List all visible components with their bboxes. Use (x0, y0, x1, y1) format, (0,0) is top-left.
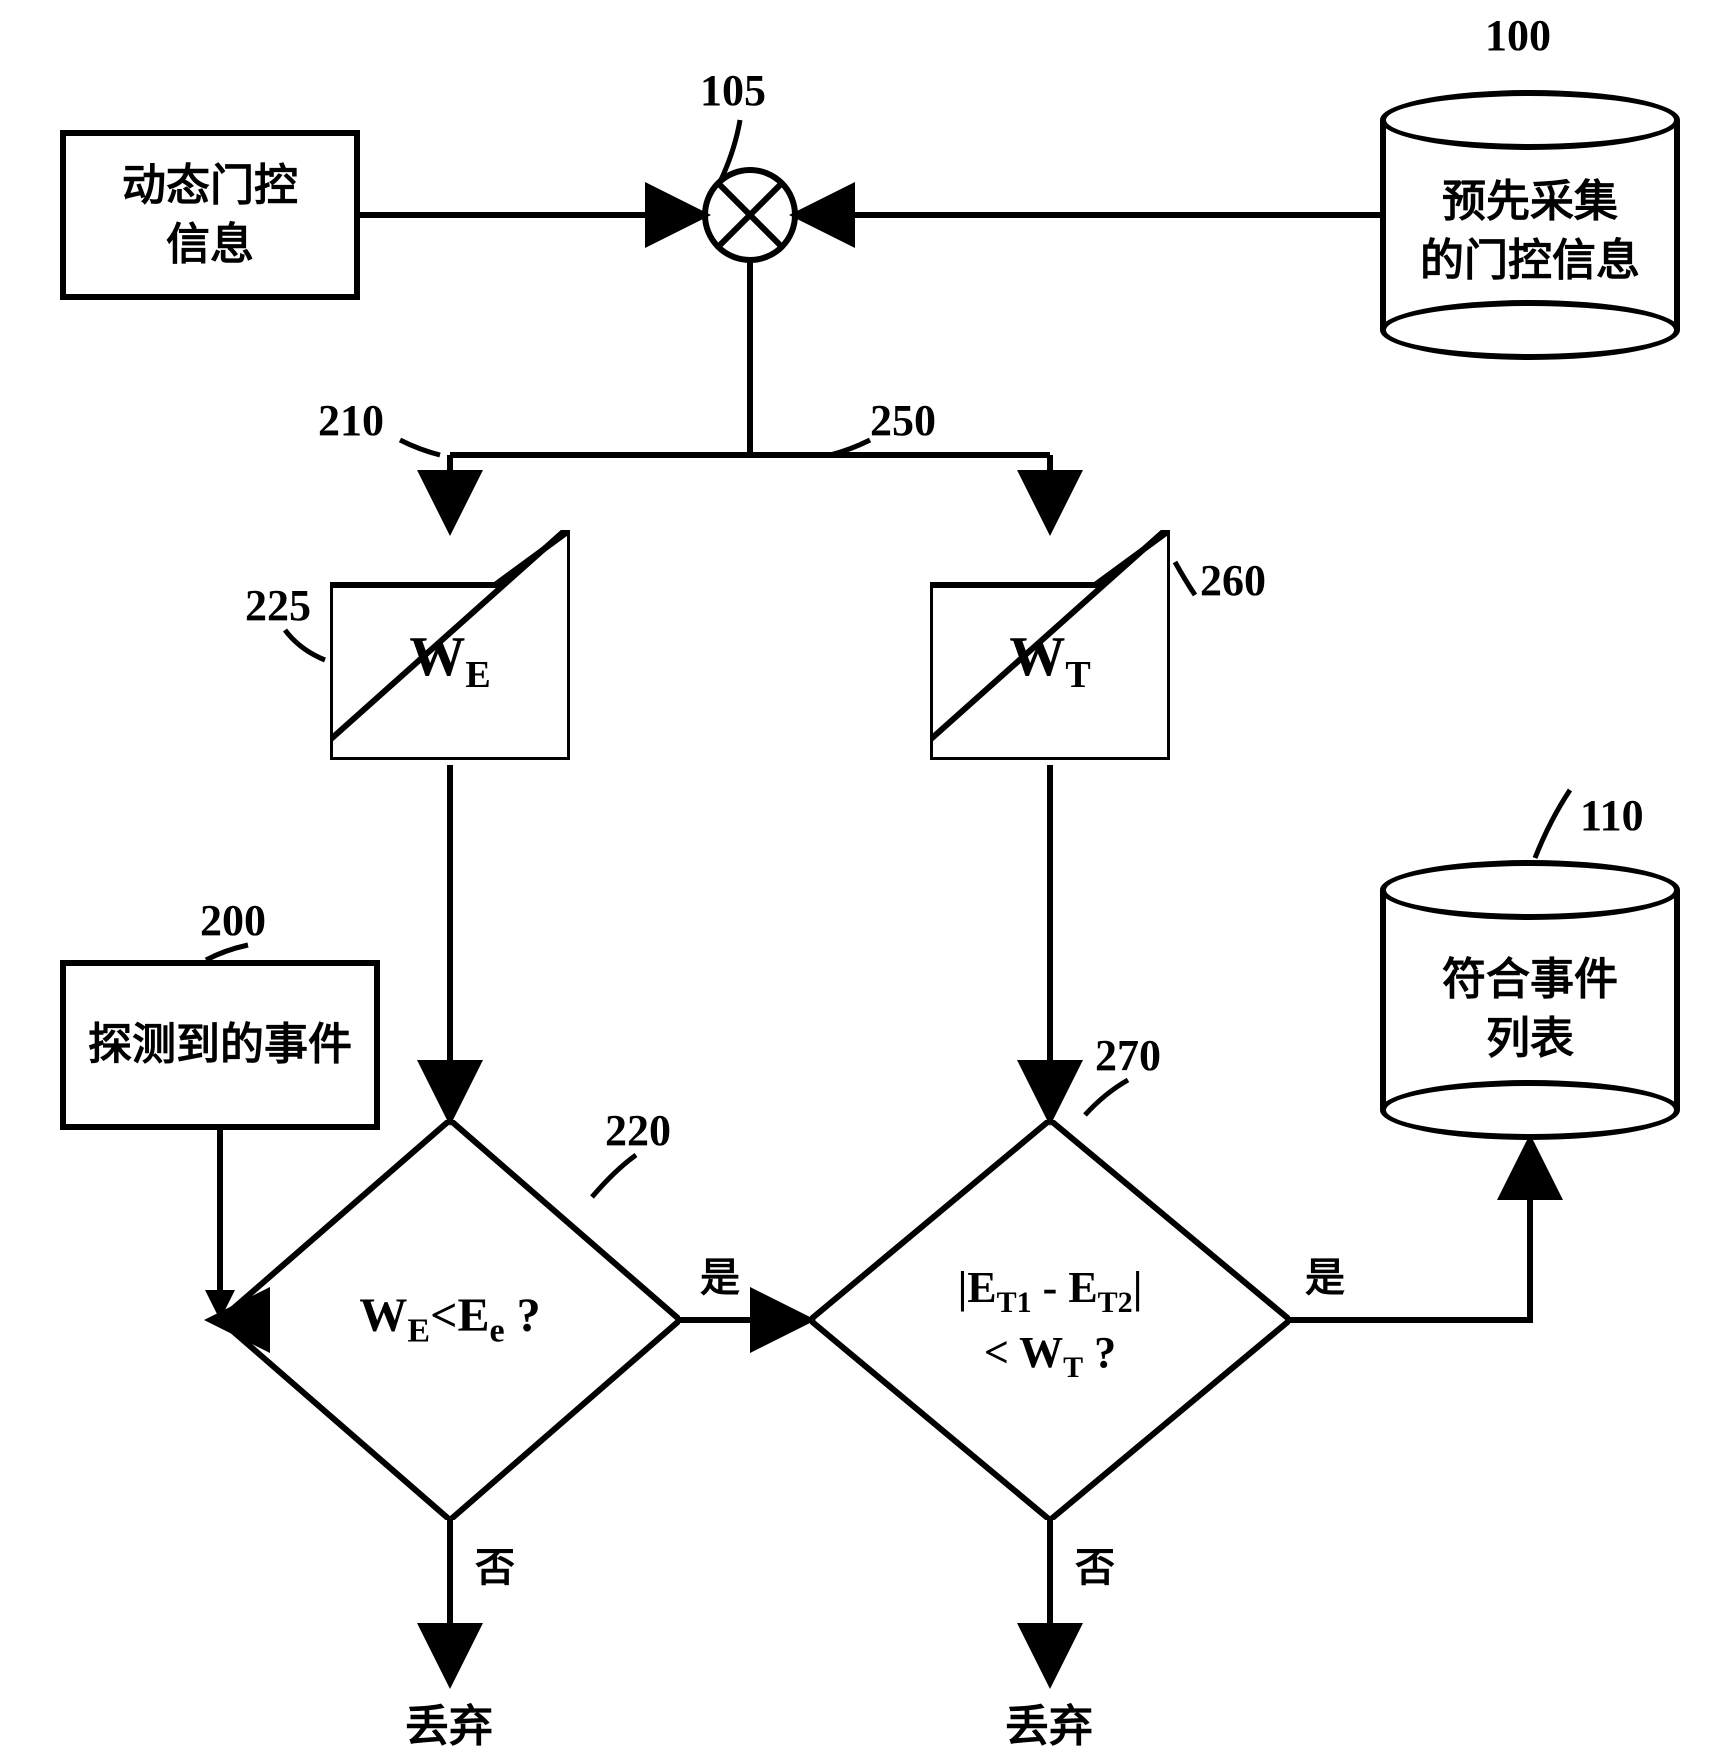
node-match-event-list-cylinder: 符合事件 列表 (1380, 860, 1680, 1140)
discard-label-1: 丢弃 (405, 1690, 493, 1754)
ref-110: 110 (1580, 790, 1644, 841)
ref-260: 260 (1200, 555, 1266, 606)
no-label-2: 否 (1075, 1535, 1115, 1593)
yes-label-1: 是 (700, 1245, 740, 1303)
decision-wt-line1: |ET1 - ET2| (810, 1258, 1290, 1323)
dynamic-gating-label: 动态门控 信息 (122, 156, 298, 275)
node-preacquired-gating-cylinder: 预先采集 的门控信息 (1380, 90, 1680, 360)
ref-105: 105 (700, 65, 766, 116)
flowchart-canvas: 动态门控 信息 预先采集 的门控信息 100 符合事件 列表 110 探测到的事… (0, 0, 1718, 1764)
ref-250: 250 (870, 395, 936, 446)
node-dynamic-gating-info: 动态门控 信息 (60, 130, 360, 300)
we-label: WE (330, 625, 570, 697)
decision-we-text: WE<Ee ? (220, 1288, 680, 1351)
no-label-1: 否 (475, 1535, 515, 1593)
node-decision-wt: |ET1 - ET2| < WT ? (810, 1120, 1290, 1520)
node-detected-event: 探测到的事件 (60, 960, 380, 1130)
ref-210: 210 (318, 395, 384, 446)
node-decision-we: WE<Ee ? (220, 1120, 680, 1520)
yes-label-2: 是 (1305, 1245, 1345, 1303)
decision-wt-line2: < WT ? (810, 1323, 1290, 1388)
ref-270: 270 (1095, 1030, 1161, 1081)
wt-label: WT (930, 625, 1170, 697)
ref-200: 200 (200, 895, 266, 946)
decision-wt-text: |ET1 - ET2| < WT ? (810, 1258, 1290, 1389)
node-we-adjustable: WE (330, 530, 570, 760)
ref-225: 225 (245, 580, 311, 631)
match-list-label: 符合事件 列表 (1442, 932, 1618, 1069)
node-wt-adjustable: WT (930, 530, 1170, 760)
preacquired-label: 预先采集 的门控信息 (1420, 160, 1640, 291)
detected-label: 探测到的事件 (88, 1015, 352, 1074)
multiply-node-icon (705, 170, 795, 260)
ref-100: 100 (1485, 10, 1551, 61)
discard-label-2: 丢弃 (1005, 1690, 1093, 1754)
